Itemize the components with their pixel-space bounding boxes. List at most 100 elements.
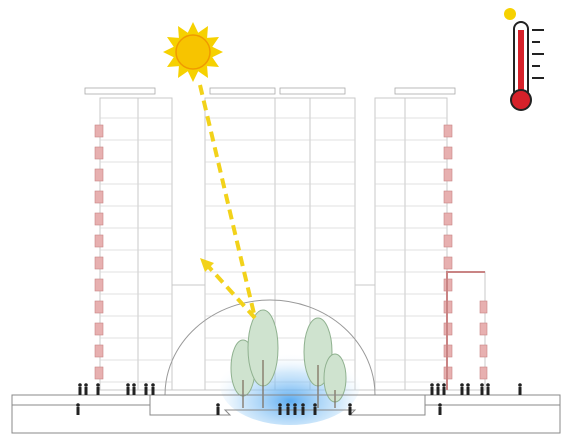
arrow-head	[200, 258, 214, 272]
person-head	[144, 383, 148, 387]
person-head	[438, 403, 442, 407]
person-head	[480, 383, 484, 387]
person-head	[151, 383, 155, 387]
person-head	[460, 383, 464, 387]
person-body	[466, 387, 470, 395]
person-head	[313, 403, 317, 407]
person-body	[518, 387, 522, 395]
person-head	[76, 403, 80, 407]
thermometer	[504, 8, 544, 111]
railing	[279, 87, 346, 95]
balcony	[94, 146, 104, 160]
balcony	[479, 344, 488, 358]
balcony	[94, 278, 104, 292]
right-annex	[446, 271, 486, 391]
sun-ray	[198, 84, 257, 319]
person-head	[84, 383, 88, 387]
person-head	[216, 403, 220, 407]
people	[76, 383, 522, 415]
balcony	[94, 322, 104, 336]
person-body	[78, 387, 82, 395]
balcony	[94, 300, 104, 314]
thermo-scale	[532, 29, 544, 79]
ground	[11, 394, 561, 434]
person-head	[301, 403, 305, 407]
person-body	[144, 387, 148, 395]
person-body	[84, 387, 88, 395]
railing	[394, 87, 456, 95]
person-body	[216, 407, 220, 415]
link-left	[171, 284, 206, 391]
person-body	[278, 407, 282, 415]
balcony	[443, 168, 453, 182]
balcony	[94, 212, 104, 226]
person-head	[348, 403, 352, 407]
trees	[230, 309, 347, 403]
person-body	[430, 387, 434, 395]
person-body	[438, 407, 442, 415]
left-tower-core	[137, 97, 173, 391]
balcony	[94, 234, 104, 248]
roof-railings	[84, 87, 456, 95]
podium	[11, 394, 561, 434]
person-body	[76, 407, 80, 415]
person-body	[151, 387, 155, 395]
person-head	[278, 403, 282, 407]
railing	[84, 87, 156, 95]
person-body	[313, 407, 317, 415]
thermo-mercury	[518, 30, 524, 100]
person-head	[132, 383, 136, 387]
person-body	[301, 407, 305, 415]
sun-disc	[175, 34, 211, 70]
reflected-ray	[206, 264, 257, 320]
small-sun	[504, 8, 516, 20]
person-head	[126, 383, 130, 387]
person-head	[518, 383, 522, 387]
person-head	[96, 383, 100, 387]
person-head	[293, 403, 297, 407]
balcony	[443, 124, 453, 138]
sun	[163, 22, 223, 82]
person-body	[480, 387, 484, 395]
balcony	[94, 124, 104, 138]
person-body	[126, 387, 130, 395]
tree-trunks	[242, 360, 336, 408]
right-tower-core	[374, 97, 406, 391]
balcony	[94, 344, 104, 358]
person-body	[293, 407, 297, 415]
person-body	[486, 387, 490, 395]
balcony	[94, 168, 104, 182]
annex-edge	[446, 271, 485, 390]
person-body	[436, 387, 440, 395]
balconies	[94, 124, 488, 380]
person-head	[442, 383, 446, 387]
person-body	[442, 387, 446, 395]
balcony	[443, 146, 453, 160]
person-body	[96, 387, 100, 395]
person-head	[78, 383, 82, 387]
balcony	[479, 366, 488, 380]
buildings	[99, 97, 486, 391]
balcony	[479, 300, 488, 314]
person-head	[436, 383, 440, 387]
person-body	[132, 387, 136, 395]
person-body	[460, 387, 464, 395]
balcony	[94, 256, 104, 270]
person-head	[486, 383, 490, 387]
balcony	[479, 322, 488, 336]
balcony	[94, 366, 104, 380]
thermo-bulb	[510, 89, 532, 111]
balcony	[443, 234, 453, 248]
dome	[164, 299, 376, 396]
floor-lines	[100, 117, 447, 383]
link-right	[354, 284, 376, 391]
person-body	[286, 407, 290, 415]
balcony	[443, 256, 453, 270]
sunken-court	[149, 395, 426, 416]
person-head	[430, 383, 434, 387]
balcony	[443, 212, 453, 226]
person-head	[466, 383, 470, 387]
balcony	[443, 190, 453, 204]
